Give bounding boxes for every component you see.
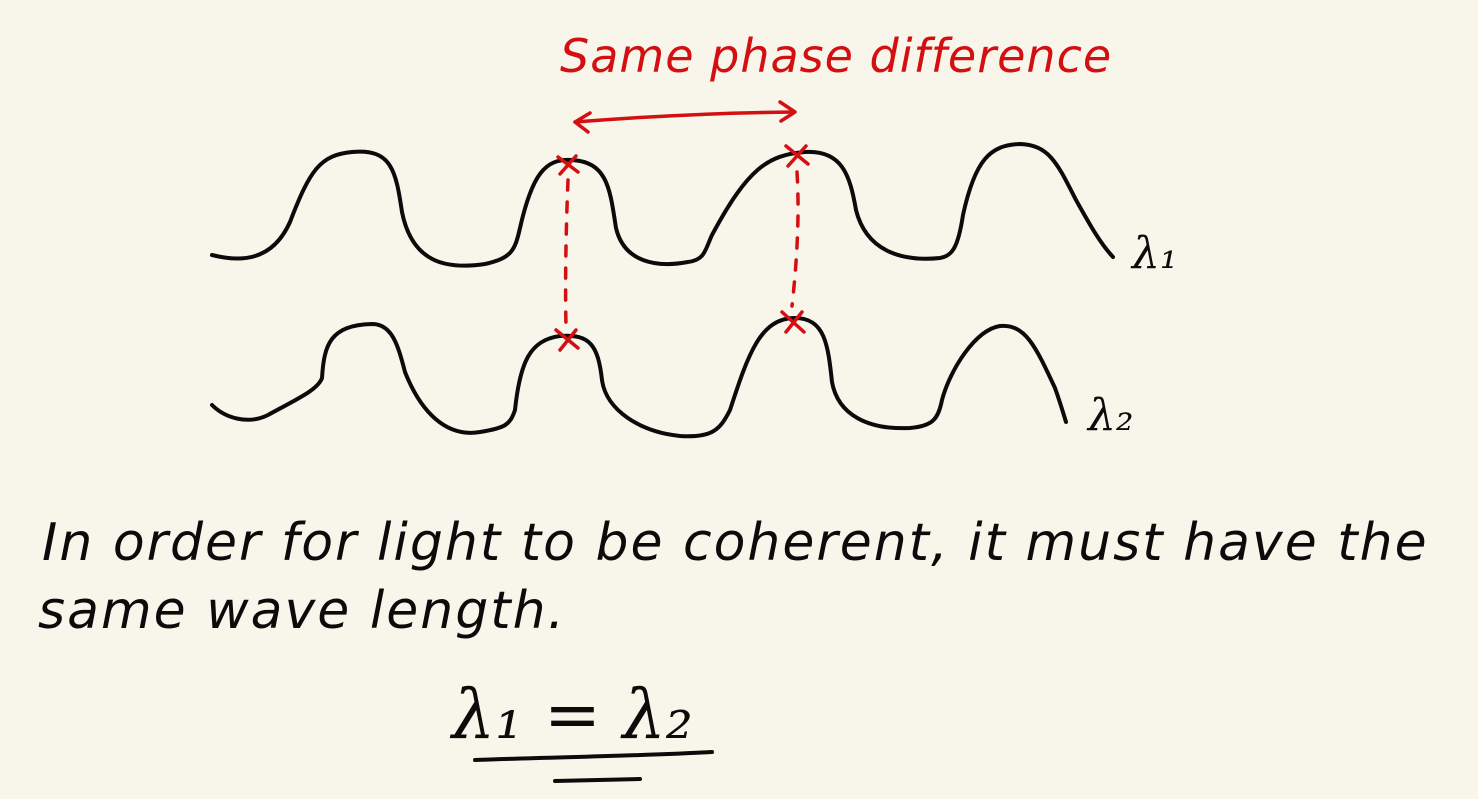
wave-2-label: λ₂ (1086, 390, 1134, 441)
dotted-connector-1 (563, 178, 570, 328)
explanation-line-2: same wave length. (38, 581, 566, 641)
marker-x-1 (556, 154, 580, 176)
marker-x-4 (780, 310, 806, 334)
explanation-line-1: In order for light to be coherent, it mu… (42, 513, 1429, 573)
wave-1 (210, 142, 1115, 268)
equation: λ₁ = λ₂ (449, 676, 693, 755)
equation-underline (473, 750, 714, 762)
phase-difference-arrow (573, 100, 797, 134)
dotted-connector-2 (790, 170, 800, 308)
equation-second-underline (553, 777, 642, 783)
wave-2 (210, 316, 1068, 439)
wave-1-label: λ₁ (1130, 228, 1178, 279)
phase-difference-title: Same phase difference (560, 29, 1112, 83)
marker-x-3 (554, 328, 580, 352)
marker-x-2 (784, 144, 810, 168)
